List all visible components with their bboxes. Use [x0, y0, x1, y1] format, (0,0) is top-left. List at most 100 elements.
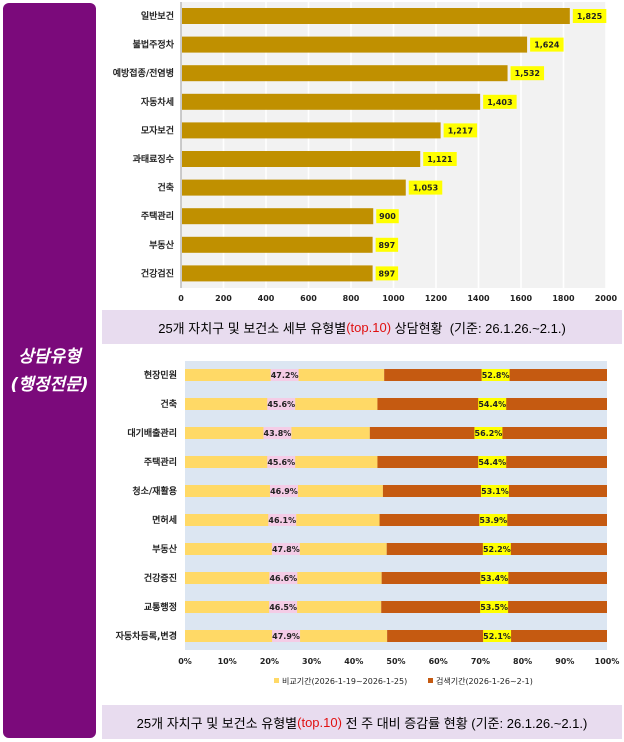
x-tick-label: 100% — [595, 657, 620, 666]
data-label: 897 — [379, 269, 396, 278]
bar — [182, 122, 441, 139]
caption-text: 25개 자치구 및 보건소 유형별 — [136, 715, 298, 731]
data-label-bg — [443, 123, 478, 138]
legend-swatch — [274, 678, 279, 683]
data-label: 53.5% — [480, 603, 508, 612]
data-label-bg — [478, 456, 507, 468]
x-tick-label: 50% — [386, 657, 405, 666]
data-label: 54.4% — [478, 400, 506, 409]
section-title: 상담유형 — [18, 346, 81, 367]
data-label: 1,121 — [427, 155, 453, 164]
caption-text: 전 주 대비 증감률 현황 (기준: 26.1.26.~2.1.) — [341, 715, 588, 731]
bar — [182, 36, 528, 53]
x-tick-label: 40% — [344, 657, 363, 666]
x-tick-label: 400 — [258, 294, 275, 303]
data-label-bg — [481, 369, 510, 381]
data-label-bg — [530, 37, 564, 52]
data-label-bg — [272, 630, 301, 642]
category-label: 일반보건 — [141, 10, 174, 22]
legend-swatch — [428, 678, 433, 683]
x-tick-label: 70% — [471, 657, 490, 666]
data-label-bg — [478, 398, 507, 410]
bar — [182, 236, 373, 253]
category-label: 대기배출관리 — [127, 427, 177, 439]
bar — [182, 151, 421, 167]
data-label: 43.8% — [264, 429, 292, 438]
data-label-bg — [271, 543, 300, 555]
data-label-bg — [376, 209, 399, 224]
data-label-bg — [267, 456, 296, 468]
caption-text: 상담현황 (기준: 26.1.26.~2.1.) — [391, 320, 566, 336]
data-label-bg — [483, 94, 517, 109]
category-label: 불법주정차 — [133, 39, 175, 51]
bar — [182, 179, 406, 196]
category-label: 예방접종/전염병 — [113, 67, 174, 79]
x-tick-label: 600 — [300, 294, 317, 303]
data-label-bg — [482, 543, 511, 555]
category-label: 건강증진 — [144, 572, 177, 584]
x-tick-label: 30% — [302, 657, 321, 666]
data-label: 46.6% — [269, 574, 297, 583]
x-tick-label: 20% — [260, 657, 279, 666]
data-label: 1,825 — [577, 12, 603, 21]
data-label: 45.6% — [267, 400, 295, 409]
legend-label: 검색기간(2026-1-26~2-1) — [436, 676, 533, 686]
data-label-bg — [269, 601, 298, 613]
x-tick-label: 1600 — [510, 294, 533, 303]
x-tick-label: 1800 — [552, 294, 575, 303]
bar — [182, 265, 373, 282]
data-label: 897 — [379, 241, 396, 250]
category-label: 부동산 — [152, 543, 178, 555]
x-tick-label: 80% — [513, 657, 532, 666]
data-label: 1,053 — [413, 184, 438, 193]
data-label-bg — [510, 66, 545, 81]
x-tick-label: 1400 — [467, 294, 490, 303]
category-label: 부동산 — [149, 239, 175, 251]
category-label: 건강검진 — [141, 267, 174, 279]
caption-text: 25개 자치구 및 보건소 세부 유형별 — [158, 320, 347, 336]
data-label: 1,624 — [534, 41, 560, 50]
x-tick-label: 0% — [178, 657, 192, 666]
data-label: 46.5% — [269, 603, 297, 612]
data-label: 52.1% — [483, 632, 511, 641]
data-label-bg — [267, 398, 296, 410]
x-tick-label: 10% — [218, 657, 237, 666]
data-label: 46.1% — [268, 516, 296, 525]
x-tick-label: 200 — [215, 294, 232, 303]
data-label: 52.8% — [482, 371, 510, 380]
data-label-bg — [572, 9, 607, 23]
x-tick-label: 1000 — [382, 294, 405, 303]
bar — [182, 65, 508, 82]
data-label-bg — [268, 514, 297, 526]
category-label: 청소/재활용 — [132, 485, 177, 497]
category-label: 현장민원 — [144, 369, 177, 381]
data-label-bg — [269, 572, 298, 584]
caption-highlight: (top.10) — [346, 319, 392, 335]
data-label-bg — [408, 180, 443, 195]
caption-highlight: (top.10) — [297, 714, 342, 730]
data-label: 1,403 — [487, 98, 512, 107]
data-label: 54.4% — [478, 458, 506, 467]
data-label-bg — [375, 266, 399, 281]
data-label: 1,217 — [448, 126, 473, 135]
data-label: 45.6% — [267, 458, 295, 467]
section-label: 상담유형 (행정전문) — [3, 3, 96, 738]
chart2-caption: 25개 자치구 및 보건소 유형별 (top.10) 전 주 대비 증감률 현황 … — [102, 705, 622, 739]
data-label-bg — [270, 369, 299, 381]
category-label: 주택관리 — [141, 210, 174, 222]
x-tick-label: 0 — [178, 294, 184, 303]
data-label-bg — [263, 427, 292, 439]
category-label: 자동차등록,변경 — [116, 630, 177, 642]
category-label: 모자보건 — [141, 124, 174, 136]
category-label: 교통행정 — [144, 601, 177, 613]
legend-label: 비교기간(2026-1-19~2026-1-25) — [282, 676, 407, 686]
category-label: 건축 — [157, 182, 174, 194]
x-tick-label: 800 — [343, 294, 360, 303]
category-label: 건축 — [160, 398, 177, 410]
bar — [182, 93, 481, 110]
x-tick-label: 1200 — [425, 294, 448, 303]
section-subtitle: (행정전문) — [10, 374, 89, 395]
category-label: 과태료징수 — [133, 153, 174, 165]
data-label: 56.2% — [475, 429, 503, 438]
